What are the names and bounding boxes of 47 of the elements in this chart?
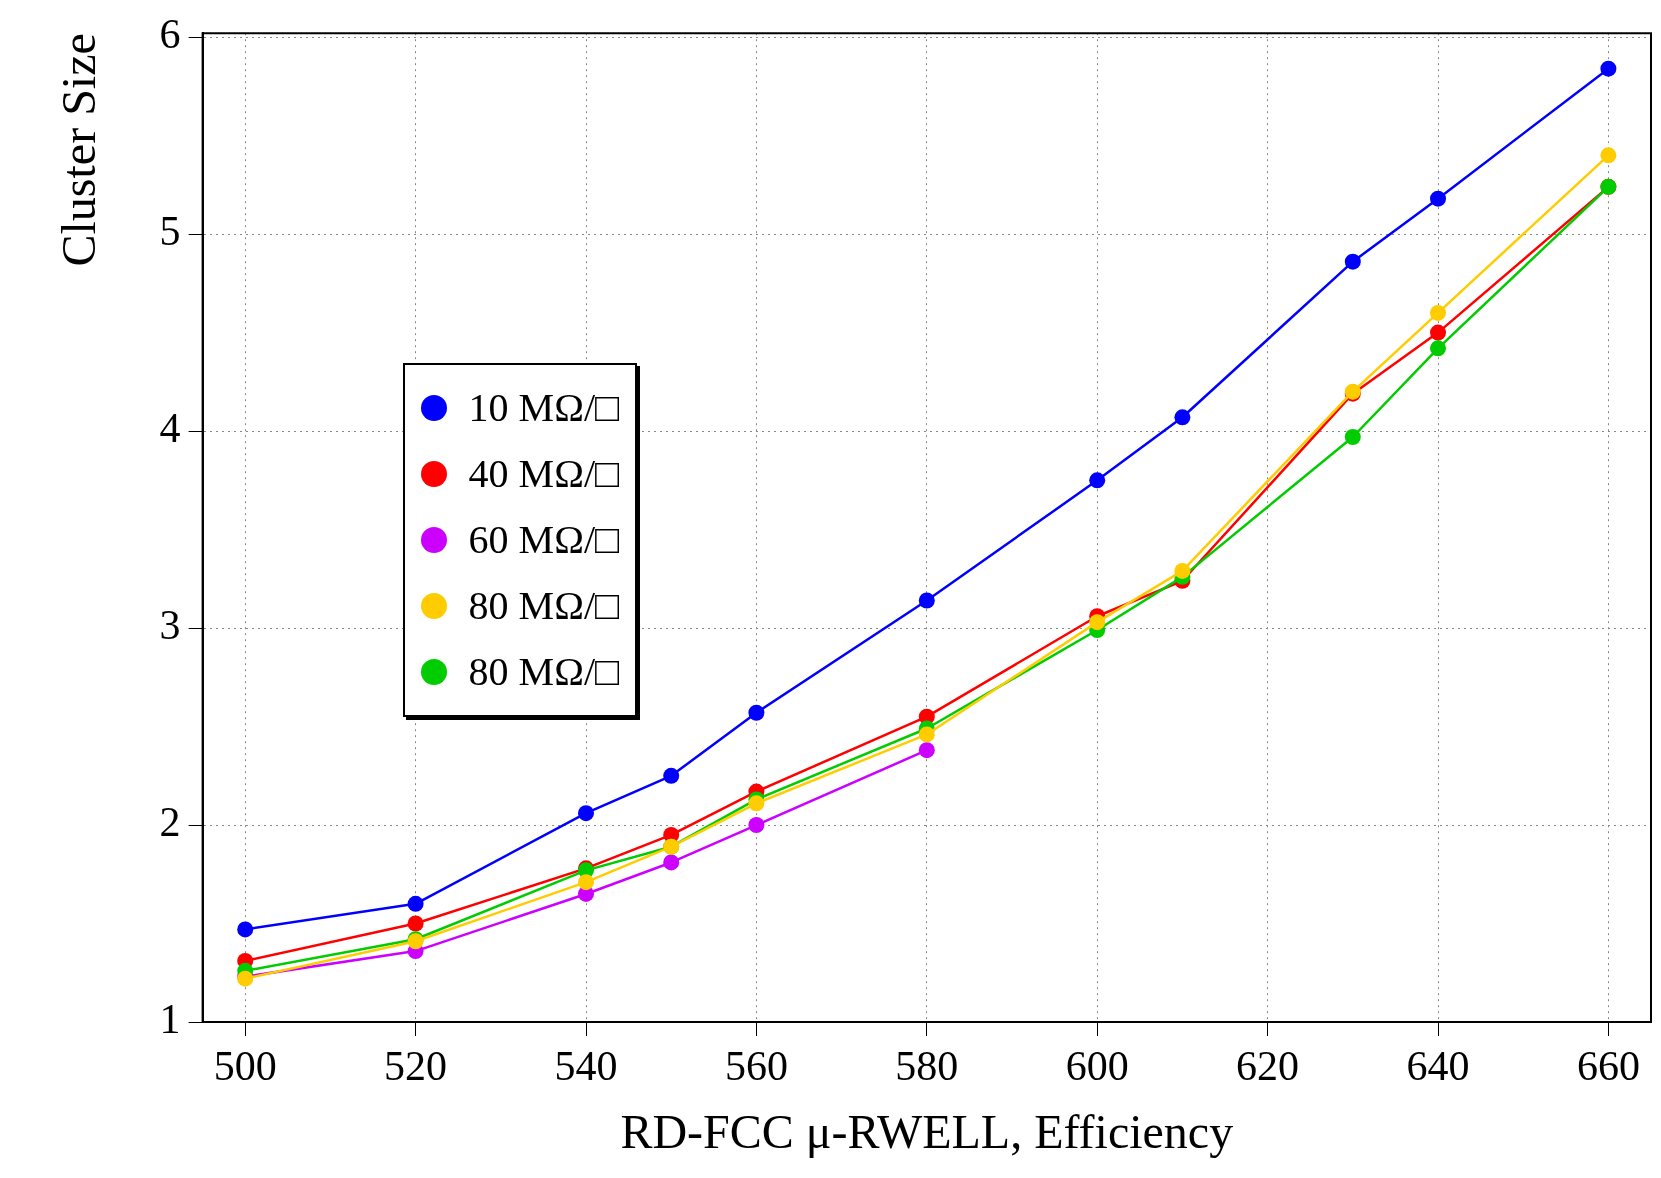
- legend-label: 80 MΩ/□: [468, 582, 620, 630]
- y-axis-title: Cluster Size: [52, 33, 106, 267]
- point: [407, 915, 424, 932]
- point: [918, 726, 935, 743]
- point: [1344, 428, 1361, 445]
- point: [1600, 60, 1617, 77]
- x-tick-label: 580: [895, 1043, 959, 1090]
- legend-label: 60 MΩ/□: [468, 516, 620, 564]
- point: [237, 921, 254, 938]
- x-tick-label: 660: [1576, 1043, 1640, 1090]
- point: [1089, 472, 1106, 489]
- legend-label: 10 MΩ/□: [468, 384, 620, 432]
- x-tick-label: 540: [554, 1043, 618, 1090]
- point: [1430, 340, 1446, 357]
- point: [1430, 324, 1446, 341]
- x-tick-label: 560: [724, 1043, 788, 1090]
- point: [578, 805, 594, 822]
- y-tick-label: 3: [159, 602, 181, 649]
- point: [1344, 253, 1361, 270]
- point: [748, 795, 765, 812]
- x-tick-label: 640: [1406, 1043, 1470, 1090]
- y-tick-label: 5: [159, 208, 181, 255]
- point: [663, 767, 680, 784]
- point: [1600, 147, 1617, 164]
- point: [748, 817, 765, 834]
- y-tick-label: 1: [159, 996, 181, 1043]
- y-tick-label: 4: [159, 405, 181, 452]
- point: [407, 895, 424, 912]
- x-tick-label: 520: [384, 1043, 448, 1090]
- point: [748, 704, 765, 721]
- x-tick-label: 500: [213, 1043, 277, 1090]
- y-tick-label: 2: [159, 799, 181, 846]
- point: [1430, 304, 1446, 321]
- point: [1430, 190, 1446, 207]
- x-tick-label: 620: [1236, 1043, 1300, 1090]
- y-tick-label: 6: [159, 11, 181, 58]
- point: [918, 592, 935, 609]
- x-axis-title: RD-FCC μ-RWELL, Efficiency: [620, 1104, 1234, 1158]
- point: [918, 742, 935, 759]
- point: [1174, 409, 1191, 426]
- legend-label: 40 MΩ/□: [468, 450, 620, 498]
- point: [663, 854, 680, 871]
- point: [1174, 562, 1191, 579]
- legend-label: 80 MΩ/□: [468, 648, 620, 696]
- point: [578, 874, 594, 891]
- point: [1089, 614, 1106, 631]
- x-tick-label: 600: [1065, 1043, 1129, 1090]
